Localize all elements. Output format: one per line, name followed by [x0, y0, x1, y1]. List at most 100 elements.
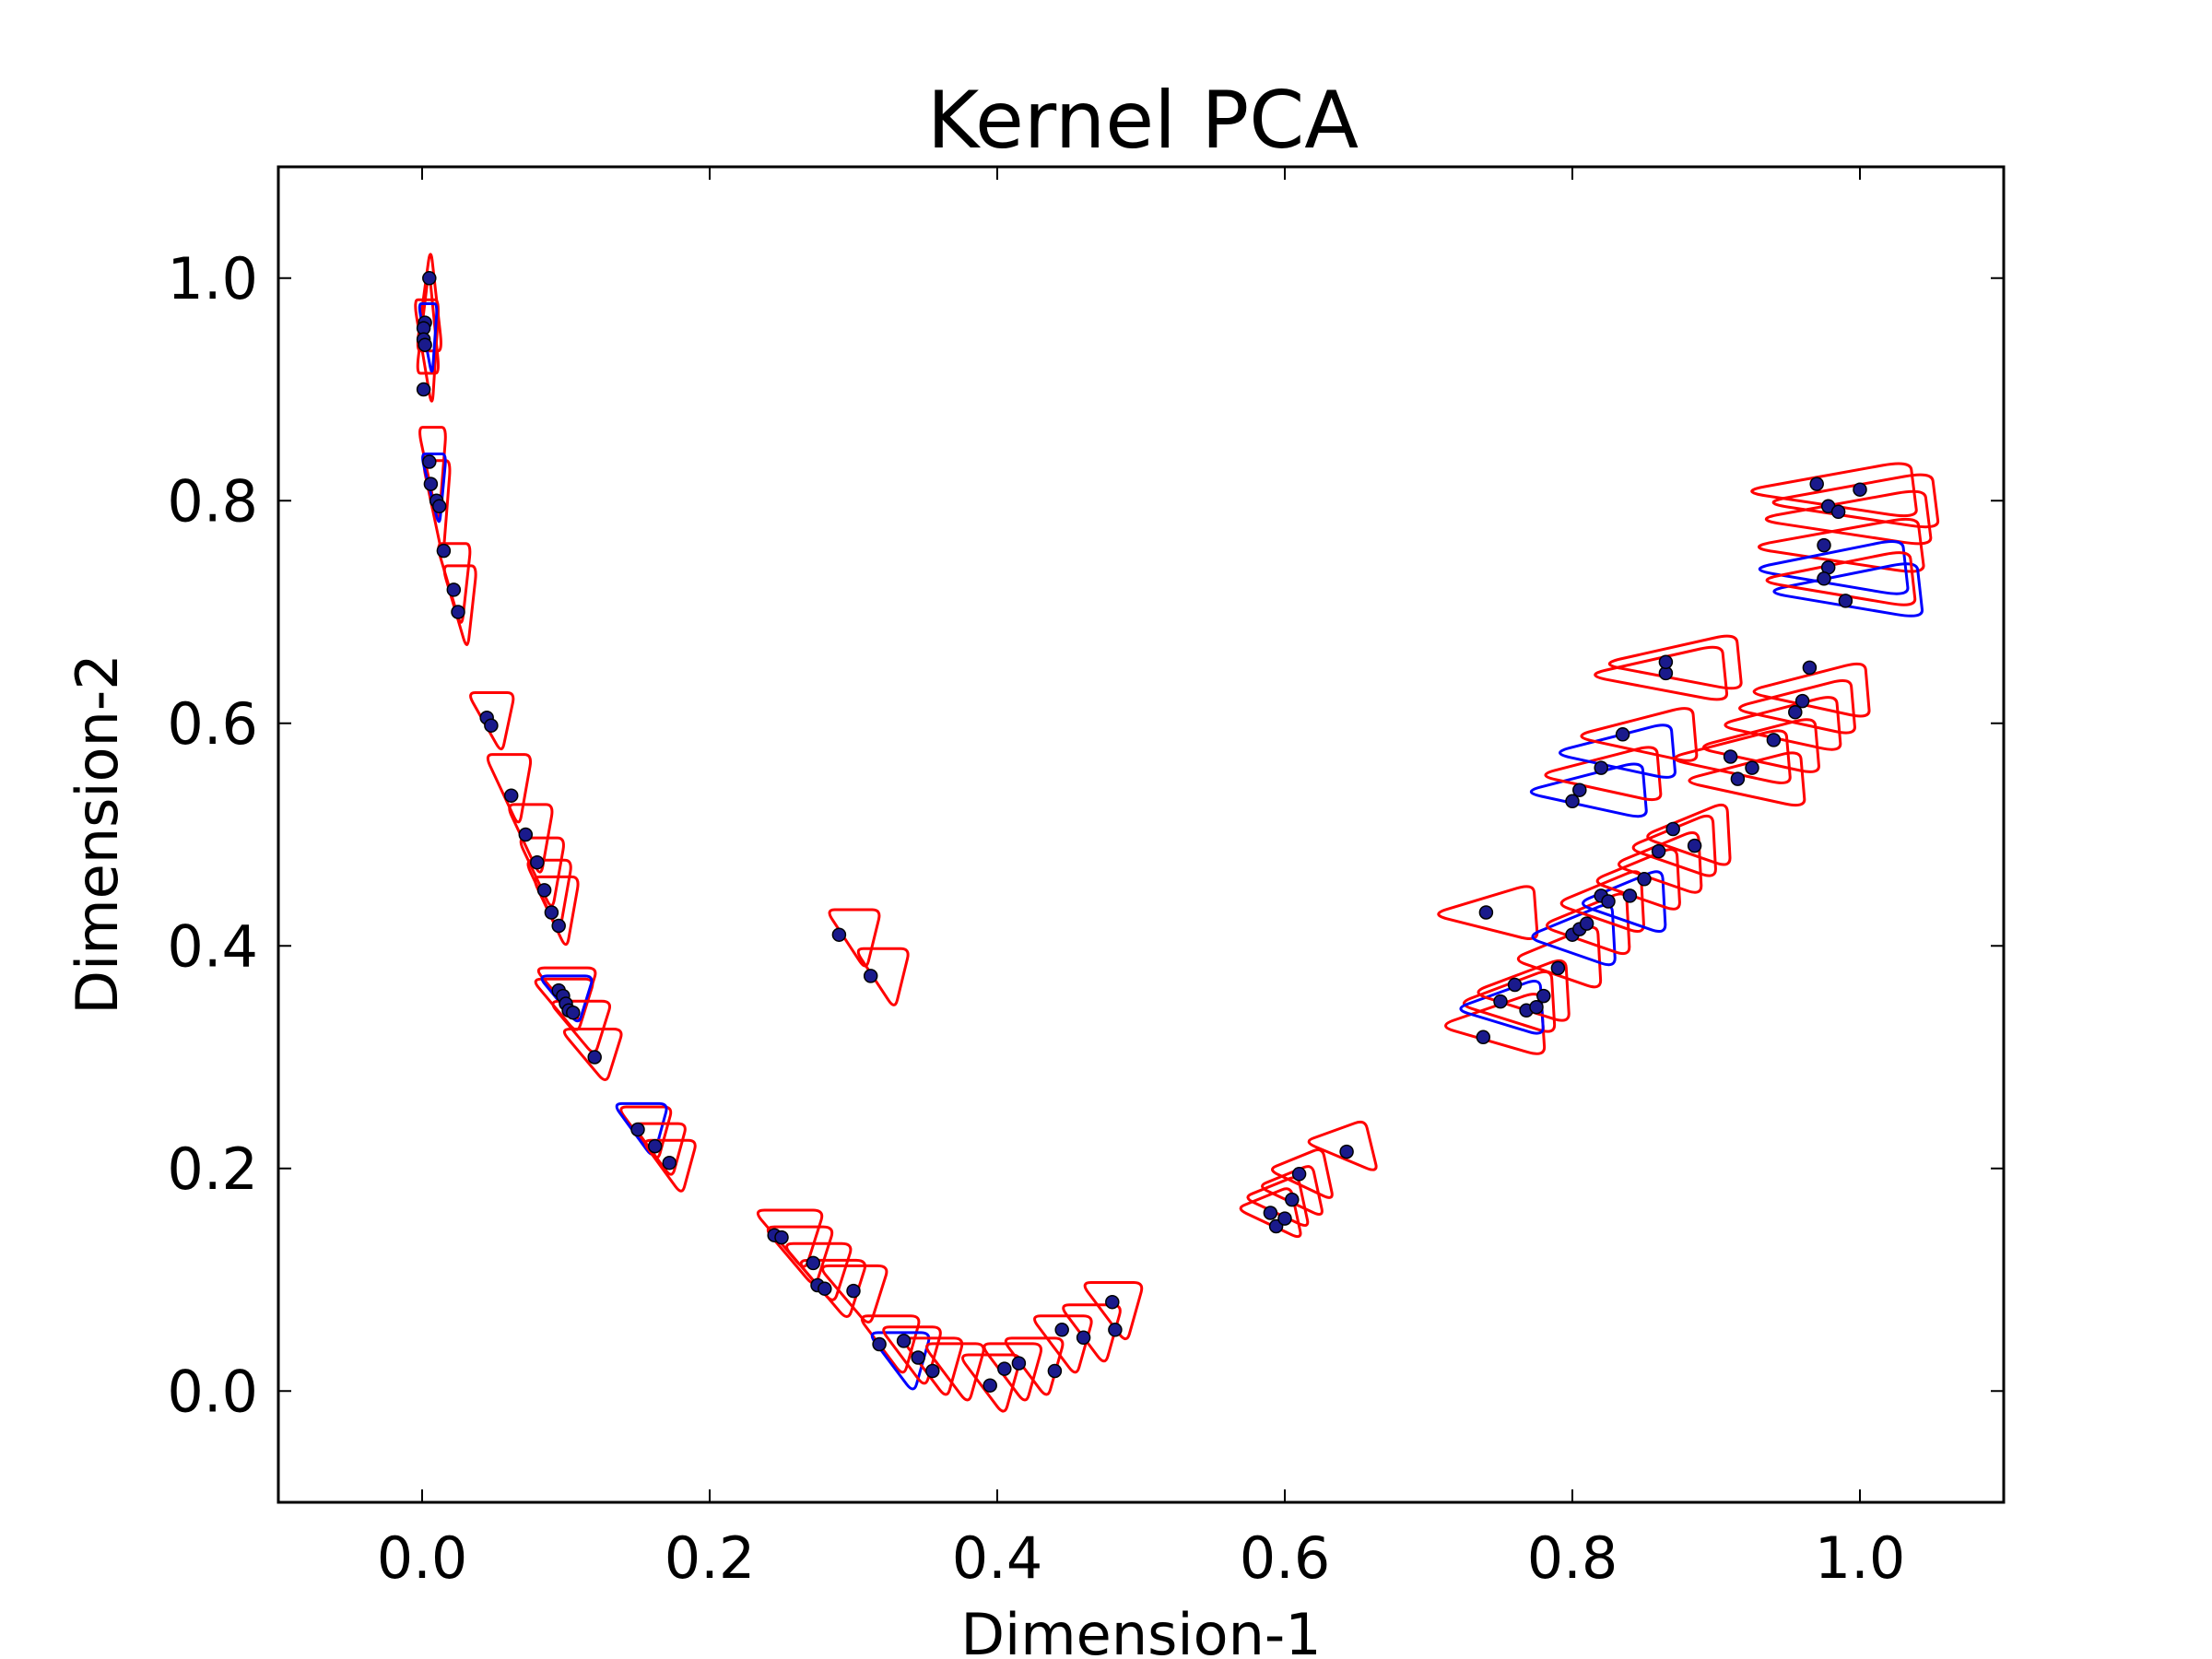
data-point-41 — [925, 1363, 940, 1379]
y-tick-label-4: 0.8 — [167, 467, 258, 535]
contour-red-75 — [1764, 489, 1933, 546]
data-point-72 — [1665, 821, 1680, 837]
data-point-44 — [1011, 1356, 1027, 1371]
contour-red-72 — [1752, 662, 1871, 718]
data-point-25 — [566, 1005, 581, 1020]
contour-red-8 — [442, 564, 477, 646]
data-point-38 — [872, 1336, 887, 1352]
contour-red-28 — [785, 1241, 853, 1301]
data-point-61 — [1529, 999, 1544, 1015]
contour-red-19 — [562, 1028, 623, 1081]
data-point-81 — [1730, 771, 1746, 786]
contour-red-58 — [1618, 831, 1703, 894]
contour-red-71 — [1738, 678, 1856, 735]
data-point-50 — [1263, 1206, 1278, 1220]
contour-blue-3 — [418, 302, 439, 373]
contour-blue-6 — [421, 453, 447, 524]
y-axis-ticks: 0.0 0.2 0.4 0.6 0.8 1.0 — [167, 245, 2004, 1425]
x-tick-label-4: 0.8 — [1527, 1524, 1618, 1592]
contour-red-15 — [536, 966, 597, 1020]
x-axis-label: Dimension-1 — [960, 1601, 1321, 1659]
contour-red-35 — [925, 1342, 985, 1402]
contour-red-10 — [486, 753, 533, 824]
contour-red-2 — [414, 298, 440, 403]
data-point-43 — [997, 1361, 1012, 1376]
chart-title: Kernel PCA — [927, 75, 1359, 167]
data-point-42 — [982, 1378, 997, 1393]
contour-blue-77 — [1758, 540, 1910, 595]
data-point-71 — [1651, 843, 1666, 859]
contour-red-9 — [469, 691, 515, 751]
data-point-4 — [418, 337, 432, 352]
data-point-90 — [1853, 482, 1867, 497]
contour-red-30 — [821, 1264, 888, 1324]
contour-red-62 — [1544, 746, 1663, 802]
data-point-62 — [1536, 988, 1551, 1004]
data-point-37 — [863, 969, 878, 983]
x-tick-label-5: 1.0 — [1815, 1524, 1906, 1592]
data-point-15 — [503, 788, 519, 803]
contour-red-41 — [1083, 1281, 1144, 1341]
data-point-56 — [1478, 905, 1494, 920]
contour-blue-63 — [1559, 724, 1677, 779]
data-point-70 — [1637, 872, 1652, 887]
data-point-31 — [774, 1230, 789, 1245]
data-point-7 — [423, 477, 439, 491]
contour-red-31 — [860, 1314, 921, 1374]
contour-red-40 — [1062, 1303, 1122, 1363]
contour-red-57 — [1595, 848, 1681, 911]
data-point-10 — [436, 543, 452, 559]
contour-red-14 — [534, 875, 580, 947]
data-point-28 — [647, 1138, 663, 1154]
contour-red-69 — [1702, 718, 1820, 773]
contour-red-44 — [1261, 1165, 1324, 1216]
data-point-6 — [422, 454, 437, 469]
data-point-82 — [1745, 760, 1759, 775]
contour-red-46 — [1307, 1120, 1378, 1171]
contour-blue-50 — [1459, 980, 1545, 1035]
contour-red-67 — [1673, 729, 1792, 784]
data-point-26 — [587, 1050, 602, 1065]
contour-red-59 — [1631, 814, 1717, 877]
contour-blue-32 — [870, 1331, 931, 1391]
contour-red-68 — [1688, 751, 1806, 807]
data-point-53 — [1285, 1192, 1300, 1207]
data-point-34 — [818, 1281, 832, 1296]
contour-blue-56 — [1582, 870, 1667, 933]
data-point-49 — [1108, 1323, 1123, 1337]
data-point-14 — [484, 718, 499, 733]
data-point-79 — [1658, 654, 1674, 670]
data-point-68 — [1601, 894, 1616, 909]
x-tick-label-2: 0.4 — [952, 1524, 1043, 1592]
contour-red-25 — [856, 947, 910, 1006]
contour-red-29 — [799, 1258, 867, 1318]
y-tick-label-3: 0.6 — [167, 690, 258, 758]
data-point-76 — [1594, 760, 1608, 775]
data-point-85 — [1794, 693, 1810, 709]
data-point-84 — [1788, 704, 1803, 720]
data-point-11 — [446, 582, 462, 597]
data-point-59 — [1507, 977, 1523, 993]
data-point-18 — [536, 883, 552, 898]
x-axis-ticks: 0.0 0.2 0.4 0.6 0.8 1.0 — [377, 167, 1906, 1592]
contours-layer — [414, 253, 1940, 1413]
y-tick-label-0: 0.0 — [167, 1358, 258, 1425]
data-point-9 — [431, 499, 447, 514]
contour-red-51 — [1477, 959, 1571, 1022]
contour-red-79 — [1765, 551, 1917, 606]
data-point-29 — [662, 1155, 677, 1171]
data-point-86 — [1802, 660, 1818, 676]
data-point-77 — [1615, 727, 1630, 742]
contour-red-39 — [1033, 1314, 1093, 1374]
contour-blue-17 — [540, 974, 594, 1023]
data-point-5 — [416, 382, 431, 397]
data-point-63 — [1550, 960, 1566, 976]
data-point-20 — [551, 918, 566, 934]
data-point-66 — [1579, 916, 1594, 931]
data-point-17 — [530, 854, 545, 870]
contour-red-60 — [1646, 803, 1732, 866]
contour-red-42 — [1239, 1187, 1302, 1239]
data-point-39 — [896, 1334, 912, 1348]
data-point-87 — [1809, 477, 1824, 491]
y-tick-label-1: 0.2 — [167, 1135, 258, 1203]
